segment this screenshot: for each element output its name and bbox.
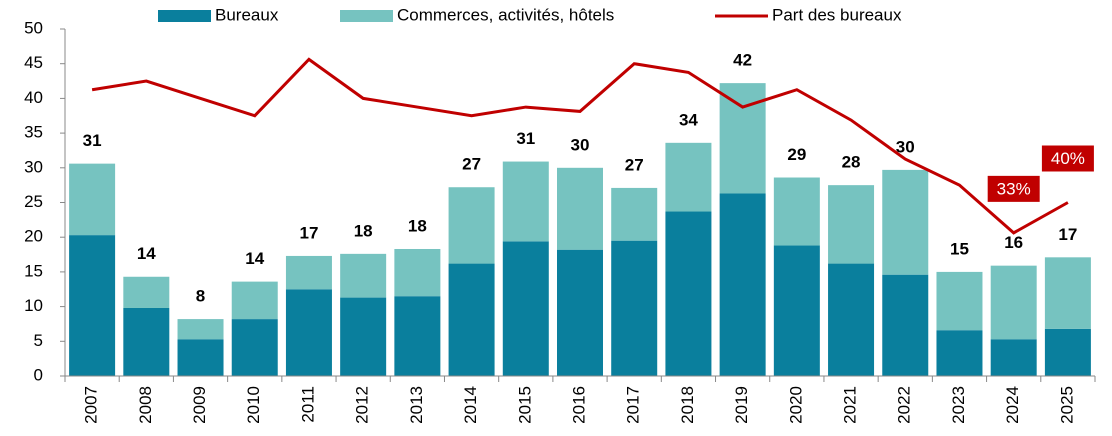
bar-segment (1044, 328, 1091, 376)
y-tick-label: 40 (24, 88, 43, 107)
x-tick-label: 2024 (1003, 386, 1022, 424)
y-tick-label: 30 (24, 157, 43, 176)
bar-segment (177, 319, 224, 340)
total-label: 17 (1058, 225, 1077, 244)
total-label: 30 (896, 137, 915, 156)
x-tick-label: 2020 (786, 386, 805, 424)
x-tick-label: 2025 (1057, 386, 1076, 424)
total-label: 15 (950, 239, 969, 258)
total-label: 30 (571, 135, 590, 154)
total-label: 14 (137, 244, 156, 263)
bar-segment (882, 169, 929, 275)
x-tick-label: 2013 (407, 386, 426, 424)
bar-segment (773, 177, 820, 246)
bar-segment (557, 167, 603, 250)
bar-segment (882, 274, 929, 376)
bar-segment (340, 253, 387, 298)
bar-segment (231, 319, 278, 376)
total-label: 16 (1004, 233, 1023, 252)
x-tick-label: 2018 (678, 386, 697, 424)
bar-segment (719, 83, 766, 194)
y-tick-label: 0 (34, 365, 43, 384)
bar-segment (1044, 257, 1091, 329)
x-tick-label: 2015 (515, 386, 534, 424)
bar-segment (665, 142, 712, 212)
total-label: 28 (842, 153, 861, 172)
x-tick-label: 2008 (136, 386, 155, 424)
bar-segment (123, 307, 170, 376)
y-tick-label: 35 (24, 123, 43, 142)
x-tick-label: 2017 (624, 386, 643, 424)
x-tick-label: 2009 (190, 386, 209, 424)
bar-segment (665, 211, 712, 376)
value-label-box (987, 175, 1040, 202)
value-label-box (1041, 145, 1094, 172)
bar-segment (719, 193, 766, 376)
bar-segment (231, 281, 278, 320)
x-tick-label: 2021 (841, 386, 860, 424)
total-label: 18 (408, 216, 427, 235)
x-tick-label: 2023 (949, 386, 968, 424)
bar-segment (394, 296, 441, 376)
bar-segment (773, 245, 820, 376)
total-label: 42 (733, 51, 752, 70)
bar-segment (448, 263, 495, 376)
y-tick-label: 25 (24, 192, 43, 211)
bar-segment (611, 240, 658, 376)
total-label: 18 (354, 221, 373, 240)
bar-segment (502, 241, 549, 376)
total-label: 34 (679, 110, 698, 129)
y-tick-label: 10 (24, 296, 43, 315)
bar-segment (448, 187, 495, 264)
total-label: 27 (462, 155, 481, 174)
y-tick-label: 20 (24, 227, 43, 246)
x-tick-label: 2007 (82, 386, 101, 424)
bar-segment (394, 248, 441, 297)
line (91, 57, 1069, 235)
y-tick-label: 5 (34, 331, 43, 350)
value-label: 33% (997, 179, 1031, 198)
legend-label: Bureaux (215, 5, 279, 24)
bar-segment (936, 271, 983, 331)
bar-segment (611, 187, 658, 241)
bar-segment (828, 263, 875, 376)
bar-segment (177, 339, 224, 376)
total-label: 17 (299, 223, 318, 242)
total-label: 14 (245, 249, 264, 268)
x-tick-label: 2014 (461, 386, 480, 424)
bar-segment (557, 249, 603, 376)
bar-segment (828, 185, 875, 264)
y-tick-label: 45 (24, 53, 43, 72)
x-tick-label: 2019 (732, 386, 751, 424)
y-tick-label: 15 (24, 261, 43, 280)
bar-segment (340, 297, 387, 376)
total-label: 31 (516, 129, 535, 148)
x-tick-label: 2016 (569, 386, 588, 424)
bar-segment (69, 235, 116, 376)
legend-swatch (340, 10, 393, 22)
bar-segment (990, 265, 1037, 340)
legend-label: Part des bureaux (772, 5, 902, 24)
total-label: 27 (625, 155, 644, 174)
bar-segment (990, 339, 1037, 376)
x-tick-label: 2011 (298, 386, 317, 423)
total-label: 31 (83, 131, 102, 150)
y-tick-label: 50 (24, 18, 43, 37)
bar-segment (285, 255, 332, 290)
bar-segment (502, 161, 549, 242)
bar-segment (69, 163, 116, 236)
x-tick-label: 2022 (895, 386, 914, 424)
total-label: 29 (787, 145, 806, 164)
value-label: 40% (1051, 149, 1085, 168)
x-tick-label: 2010 (244, 386, 263, 424)
legend-label: Commerces, activités, hôtels (397, 5, 614, 24)
bar-segment (285, 289, 332, 376)
x-tick-label: 2012 (353, 386, 372, 424)
bar-segment (123, 276, 170, 308)
bar-segment (936, 330, 983, 376)
total-label: 8 (196, 287, 205, 306)
legend-swatch (158, 10, 211, 22)
